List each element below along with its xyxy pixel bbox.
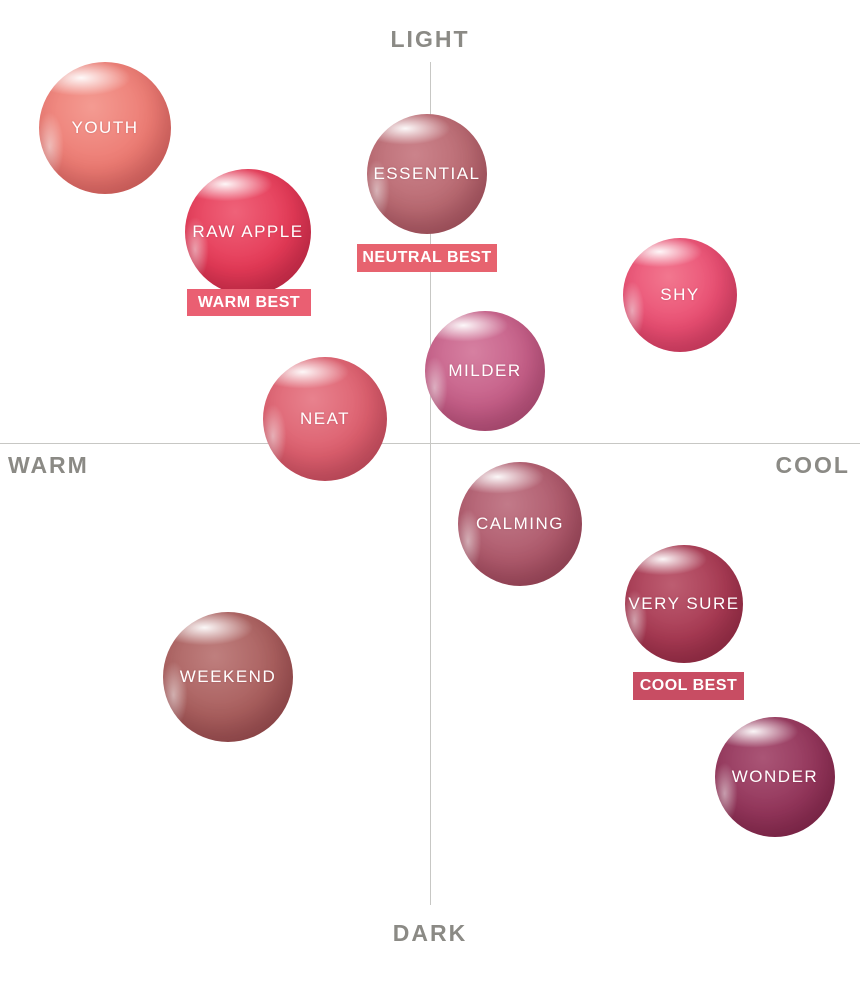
swatch-calming: CALMING (458, 462, 582, 586)
axis-label-dark: DARK (392, 920, 468, 946)
swatch-wonder: WONDER (715, 717, 835, 837)
axis-label-light: LIGHT (390, 26, 470, 52)
horizontal-axis-line (0, 443, 860, 444)
swatch-milder: MILDER (425, 311, 545, 431)
badge-cool-best: COOL BEST (633, 672, 744, 700)
swatch-label-weekend: WEEKEND (179, 667, 277, 686)
swatch-label-essential: ESSENTIAL (373, 164, 481, 183)
swatch-label-shy: SHY (660, 285, 700, 304)
vertical-axis-line (430, 62, 431, 905)
swatch-label-raw-apple: RAW APPLE (192, 222, 304, 241)
badge-neutral-best: NEUTRAL BEST (357, 244, 497, 272)
swatch-very-sure: VERY SURE (625, 545, 743, 663)
axis-label-cool: COOL (775, 452, 850, 478)
swatch-label-neat: NEAT (299, 409, 351, 428)
swatch-label-milder: MILDER (448, 361, 522, 380)
swatch-label-youth: YOUTH (71, 118, 139, 137)
swatch-label-wonder: WONDER (731, 767, 819, 786)
badge-warm-best: WARM BEST (187, 289, 311, 316)
swatch-label-calming: CALMING (476, 514, 564, 533)
swatch-weekend: WEEKEND (163, 612, 293, 742)
swatch-shy: SHY (623, 238, 737, 352)
axis-label-warm: WARM (8, 452, 89, 478)
swatch-essential: ESSENTIAL (367, 114, 487, 234)
swatch-neat: NEAT (263, 357, 387, 481)
swatch-youth: YOUTH (39, 62, 171, 194)
swatch-raw-apple: RAW APPLE (185, 169, 311, 295)
swatch-label-very-sure: VERY SURE (628, 594, 740, 613)
